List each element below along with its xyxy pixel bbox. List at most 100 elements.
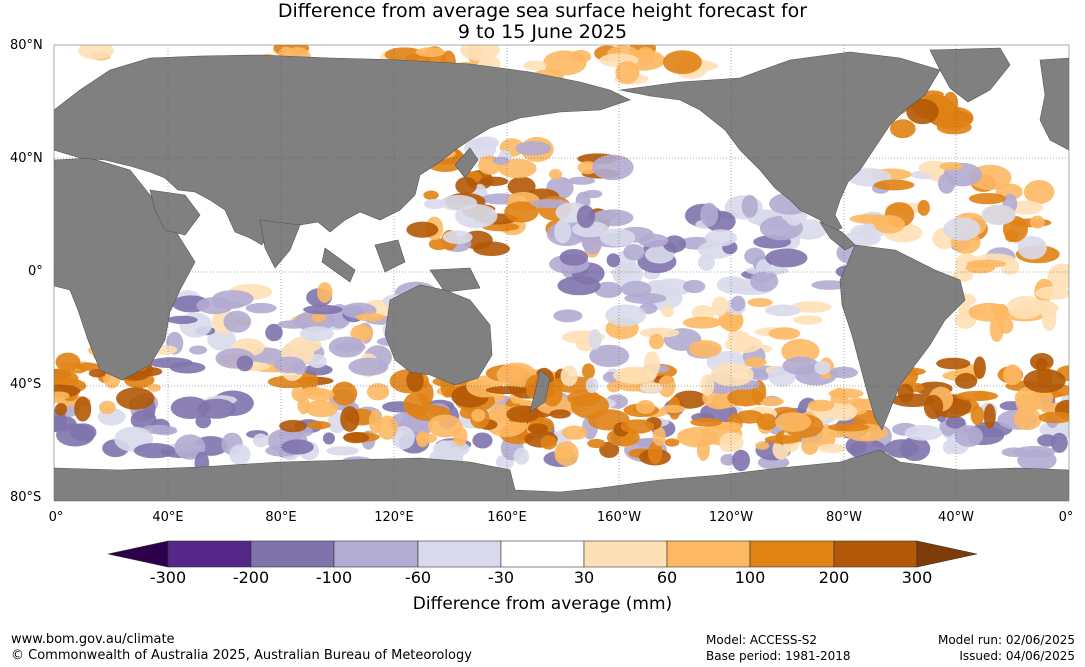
- anomaly-patch: [223, 310, 252, 333]
- anomaly-patch: [605, 304, 647, 327]
- anomaly-patch: [116, 387, 155, 410]
- anomaly-patch: [718, 310, 743, 331]
- colorbar-tick: 100: [734, 568, 766, 587]
- anomaly-patch: [811, 280, 848, 290]
- footer-issued: Issued: 04/06/2025: [959, 649, 1075, 663]
- colorbar-tick: 60: [656, 568, 678, 587]
- colorbar-swatch: [500, 540, 585, 568]
- lon-label-120e: 120°E: [374, 510, 414, 525]
- anomaly-patch: [973, 356, 986, 379]
- anomaly-patch: [696, 438, 710, 461]
- land-newguinea: [429, 267, 481, 293]
- anomaly-patch: [169, 361, 206, 374]
- anomaly-patch: [615, 61, 640, 84]
- anomaly-patch: [195, 414, 212, 429]
- anomaly-patch: [434, 440, 452, 463]
- anomaly-patch: [939, 161, 964, 171]
- anomaly-patch: [664, 438, 680, 447]
- anomaly-patch: [891, 393, 935, 407]
- anomaly-patch: [661, 305, 675, 318]
- anomaly-patch: [554, 441, 579, 467]
- colorbar-swatch: [583, 540, 668, 568]
- anomaly-patch: [700, 202, 719, 227]
- anomaly-patch: [252, 433, 269, 448]
- anomaly-patch: [612, 366, 657, 384]
- anomaly-patch: [384, 47, 424, 63]
- anomaly-patch: [612, 261, 643, 288]
- anomaly-patch: [299, 326, 334, 342]
- anomaly-patch: [212, 290, 254, 308]
- anomaly-patch: [78, 45, 114, 60]
- anomaly-patch: [662, 50, 702, 75]
- colorbar-swatch: [167, 540, 252, 568]
- colorbar-tick: 30: [573, 568, 595, 587]
- anomaly-patch: [807, 399, 835, 412]
- lon-label-160w: 160°W: [596, 510, 642, 525]
- anomaly-patch: [1006, 295, 1044, 320]
- anomaly-patch: [527, 423, 549, 434]
- colorbar-swatch: [666, 540, 751, 568]
- anomaly-patch: [98, 400, 116, 415]
- anomaly-patch: [273, 356, 306, 374]
- anomaly-patch: [492, 156, 510, 165]
- anomaly-patch: [660, 404, 686, 413]
- anomaly-patch: [958, 302, 971, 318]
- anomaly-patch: [415, 433, 438, 444]
- anomaly-patch: [207, 328, 236, 351]
- anomaly-patch: [720, 453, 736, 466]
- anomaly-patch: [1047, 263, 1069, 289]
- anomaly-patch: [936, 357, 971, 370]
- anomaly-patch: [620, 419, 655, 434]
- anomaly-patch: [1023, 368, 1066, 393]
- lat-label-80s: 80°S: [10, 490, 42, 505]
- colorbar: [107, 540, 978, 568]
- anomaly-patch: [636, 46, 656, 66]
- anomaly-patch: [328, 336, 365, 358]
- land-north-america: [619, 51, 941, 233]
- anomaly-patch: [682, 316, 722, 329]
- anomaly-patch: [326, 446, 360, 456]
- anomaly-patch: [917, 199, 930, 216]
- anomaly-patch: [229, 444, 251, 465]
- anomaly-patch: [55, 352, 81, 372]
- anomaly-patch: [983, 403, 996, 429]
- anomaly-patch: [716, 276, 748, 294]
- anomaly-patch: [488, 403, 513, 423]
- anomaly-patch: [588, 328, 602, 350]
- anomaly-patch: [472, 432, 493, 449]
- anomaly-patch: [439, 194, 478, 211]
- anomaly-patch: [561, 425, 588, 440]
- anomaly-patch: [593, 209, 634, 227]
- anomaly-patch: [1003, 364, 1022, 386]
- lat-label-80n: 80°N: [10, 38, 43, 53]
- anomaly-patch: [267, 375, 310, 389]
- colorbar-tick: -300: [149, 568, 187, 587]
- anomaly-patch: [606, 253, 621, 268]
- anomaly-patch: [553, 309, 583, 323]
- anomaly-patch: [554, 219, 572, 244]
- anomaly-patch: [955, 373, 978, 389]
- land-greenland: [929, 47, 1011, 103]
- colorbar-swatch: [833, 540, 918, 568]
- anomaly-patch: [350, 324, 374, 342]
- anomaly-patch: [331, 381, 358, 406]
- anomaly-patch: [755, 441, 770, 450]
- footer-url[interactable]: www.bom.gov.au/climate: [11, 632, 175, 647]
- anomaly-patch: [147, 383, 161, 392]
- anomaly-patch: [279, 419, 307, 433]
- anomaly-patch: [557, 276, 601, 296]
- anomaly-patch: [792, 315, 823, 325]
- lat-label-40s: 40°S: [10, 377, 42, 392]
- anomaly-patch: [637, 233, 669, 248]
- anomaly-patch: [828, 429, 849, 438]
- land-australia: [384, 284, 493, 386]
- anomaly-patch: [560, 365, 578, 387]
- colorbar-tick: -30: [487, 568, 515, 587]
- anomaly-patch: [1040, 306, 1057, 318]
- anomaly-patch: [581, 363, 595, 380]
- anomaly-patch: [167, 315, 198, 325]
- anomaly-patch: [724, 335, 763, 354]
- anomaly-patch: [775, 412, 812, 432]
- anomaly-patch: [355, 313, 386, 322]
- anomaly-patch: [624, 292, 667, 304]
